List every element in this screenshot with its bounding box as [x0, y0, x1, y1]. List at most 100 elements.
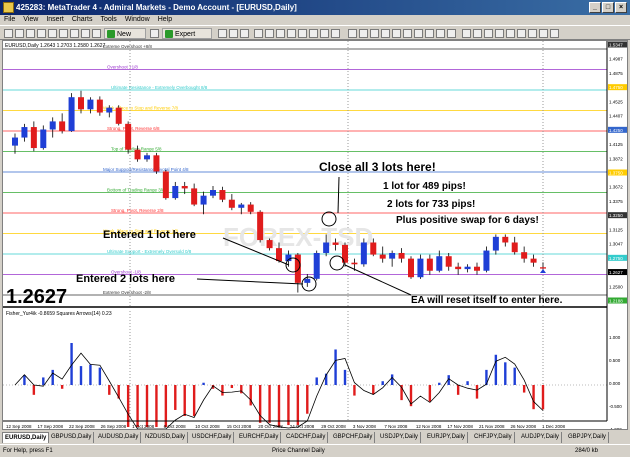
- price-tag: [608, 212, 627, 219]
- tab-gbpusd-daily[interactable]: GBPUSD,Daily: [49, 432, 95, 443]
- close-button[interactable]: ×: [615, 2, 627, 13]
- crosshair-icon[interactable]: [359, 29, 368, 38]
- cursor-icon[interactable]: [348, 29, 357, 38]
- indicator-bar: [485, 369, 488, 385]
- annotations: Close all 3 lots here! 1 lot for 489 pip…: [76, 160, 563, 306]
- indicator-bar: [343, 369, 347, 385]
- tab-nzdusd-daily[interactable]: NZDUSD,Daily: [143, 432, 189, 443]
- period-w1-icon[interactable]: [539, 29, 548, 38]
- market-watch-icon[interactable]: [26, 29, 35, 38]
- level-label: Overshoot +1/8: [107, 65, 138, 70]
- tile-icon[interactable]: [276, 29, 285, 38]
- tab-gbpchf-daily[interactable]: GBPCHF,Daily: [331, 432, 376, 443]
- menu-charts[interactable]: Charts: [71, 16, 93, 23]
- data-window-icon[interactable]: [37, 29, 46, 38]
- zoom-in-icon[interactable]: [254, 29, 263, 38]
- text-icon[interactable]: [425, 29, 434, 38]
- candle-body: [172, 185, 179, 199]
- chart-shift-icon[interactable]: [298, 29, 307, 38]
- period-d1-icon[interactable]: [528, 29, 537, 38]
- menu-help[interactable]: Help: [157, 16, 173, 23]
- terminal-icon[interactable]: [59, 29, 68, 38]
- menu-window[interactable]: Window: [124, 16, 150, 23]
- date-tick: 15 Oct 2008: [227, 424, 252, 429]
- tab-cadchf-daily[interactable]: CADCHF,Daily: [284, 432, 329, 443]
- menu-file[interactable]: File: [4, 16, 16, 23]
- close-circle: [321, 211, 337, 227]
- tab-usdchf-daily[interactable]: USDCHF,Daily: [190, 432, 235, 443]
- candle-body: [247, 204, 254, 212]
- period-m1-icon[interactable]: [462, 29, 471, 38]
- bar-chart-icon[interactable]: [218, 29, 227, 38]
- line-chart-icon[interactable]: [240, 29, 249, 38]
- tab-audjpy-daily[interactable]: AUDJPY,Daily: [519, 432, 562, 443]
- navigator-icon[interactable]: [48, 29, 57, 38]
- zoom-out-icon[interactable]: [265, 29, 274, 38]
- candle-body: [21, 127, 28, 138]
- candle-body: [144, 155, 150, 160]
- candle-body: [417, 258, 424, 278]
- candles: [12, 90, 546, 293]
- profiles-icon[interactable]: [15, 29, 24, 38]
- channel-icon[interactable]: [403, 29, 412, 38]
- tab-chfjpy-daily[interactable]: CHFJPY,Daily: [472, 432, 515, 443]
- strategy-tester-icon[interactable]: [70, 29, 79, 38]
- new-chart-icon[interactable]: [4, 29, 13, 38]
- period-h1-icon[interactable]: [506, 29, 515, 38]
- maximize-button[interactable]: □: [602, 2, 614, 13]
- date-axis: 12 Sep 2008 17 Sep 2008 22 Sep 2008 26 Sep …: [3, 420, 607, 429]
- app-icon: [3, 2, 14, 13]
- label-icon[interactable]: [436, 29, 445, 38]
- candle-body: [238, 204, 245, 208]
- price-tag: [608, 169, 627, 176]
- candle-body: [540, 267, 546, 269]
- minimize-button[interactable]: _: [589, 2, 601, 13]
- date-tick: 7 Nov 2008: [384, 424, 408, 429]
- candle-body: [96, 99, 103, 113]
- tab-audusd-daily[interactable]: AUDUSD,Daily: [96, 432, 142, 443]
- vertical-line-icon[interactable]: [370, 29, 379, 38]
- candle-body: [78, 97, 84, 110]
- date-tick: 21 Nov 2008: [479, 424, 505, 429]
- price-tick: 1.4525: [609, 99, 623, 104]
- autoscroll-icon[interactable]: [287, 29, 296, 38]
- tab-eurjpy-daily[interactable]: EURJPY,Daily: [425, 432, 468, 443]
- tab-gbpjpy-daily[interactable]: GBPJPY,Daily: [566, 432, 609, 443]
- expert-advisors-button[interactable]: Expert Advisors: [162, 28, 212, 49]
- periods-icon[interactable]: [320, 29, 329, 38]
- period-m15-icon[interactable]: [484, 29, 493, 38]
- templates-icon[interactable]: [331, 29, 340, 38]
- fibonacci-icon[interactable]: [414, 29, 423, 38]
- menu-insert[interactable]: Insert: [46, 16, 64, 23]
- period-m5-icon[interactable]: [473, 29, 482, 38]
- period-m30-icon[interactable]: [495, 29, 504, 38]
- tab-eurchf-daily[interactable]: EURCHF,Daily: [237, 432, 282, 443]
- indicator-bar: [541, 385, 545, 410]
- indicators-icon[interactable]: [309, 29, 318, 38]
- menu-view[interactable]: View: [23, 16, 39, 23]
- refresh-icon[interactable]: [150, 29, 159, 38]
- horizontal-line-icon[interactable]: [381, 29, 390, 38]
- candle-body: [313, 252, 320, 279]
- period-mn-icon[interactable]: [550, 29, 559, 38]
- menu-tools[interactable]: Tools: [100, 16, 117, 23]
- arrow-icon[interactable]: [447, 29, 456, 38]
- indicator-bar: [258, 385, 262, 423]
- history-icon[interactable]: [81, 29, 90, 38]
- chart-window[interactable]: Extreme Overshoot +8/8 Overshoot +1/8 Ulti…: [2, 40, 628, 430]
- menu-bar: File View Insert Charts Tools Window Help: [0, 15, 630, 25]
- properties-icon[interactable]: [92, 29, 101, 38]
- chart-canvas[interactable]: Extreme Overshoot +8/8 Overshoot +1/8 Ulti…: [3, 41, 627, 429]
- tab-eurusd-daily[interactable]: EURUSD,Daily: [2, 432, 50, 443]
- annotation-two-lots: 2 lots for 733 pips!: [387, 199, 475, 210]
- date-tick: 1 Oct 2008: [132, 424, 155, 429]
- new-order-button[interactable]: New Order: [104, 28, 146, 49]
- candle-body: [511, 242, 518, 253]
- period-h4-icon[interactable]: [517, 29, 526, 38]
- indicator-bar: [98, 367, 102, 385]
- candlestick-icon[interactable]: [229, 29, 238, 38]
- date-tick: 17 Sep 2008: [38, 424, 64, 429]
- candle-body: [200, 195, 207, 205]
- tab-usdjpy-daily[interactable]: USDJPY,Daily: [378, 432, 421, 443]
- trendline-icon[interactable]: [392, 29, 401, 38]
